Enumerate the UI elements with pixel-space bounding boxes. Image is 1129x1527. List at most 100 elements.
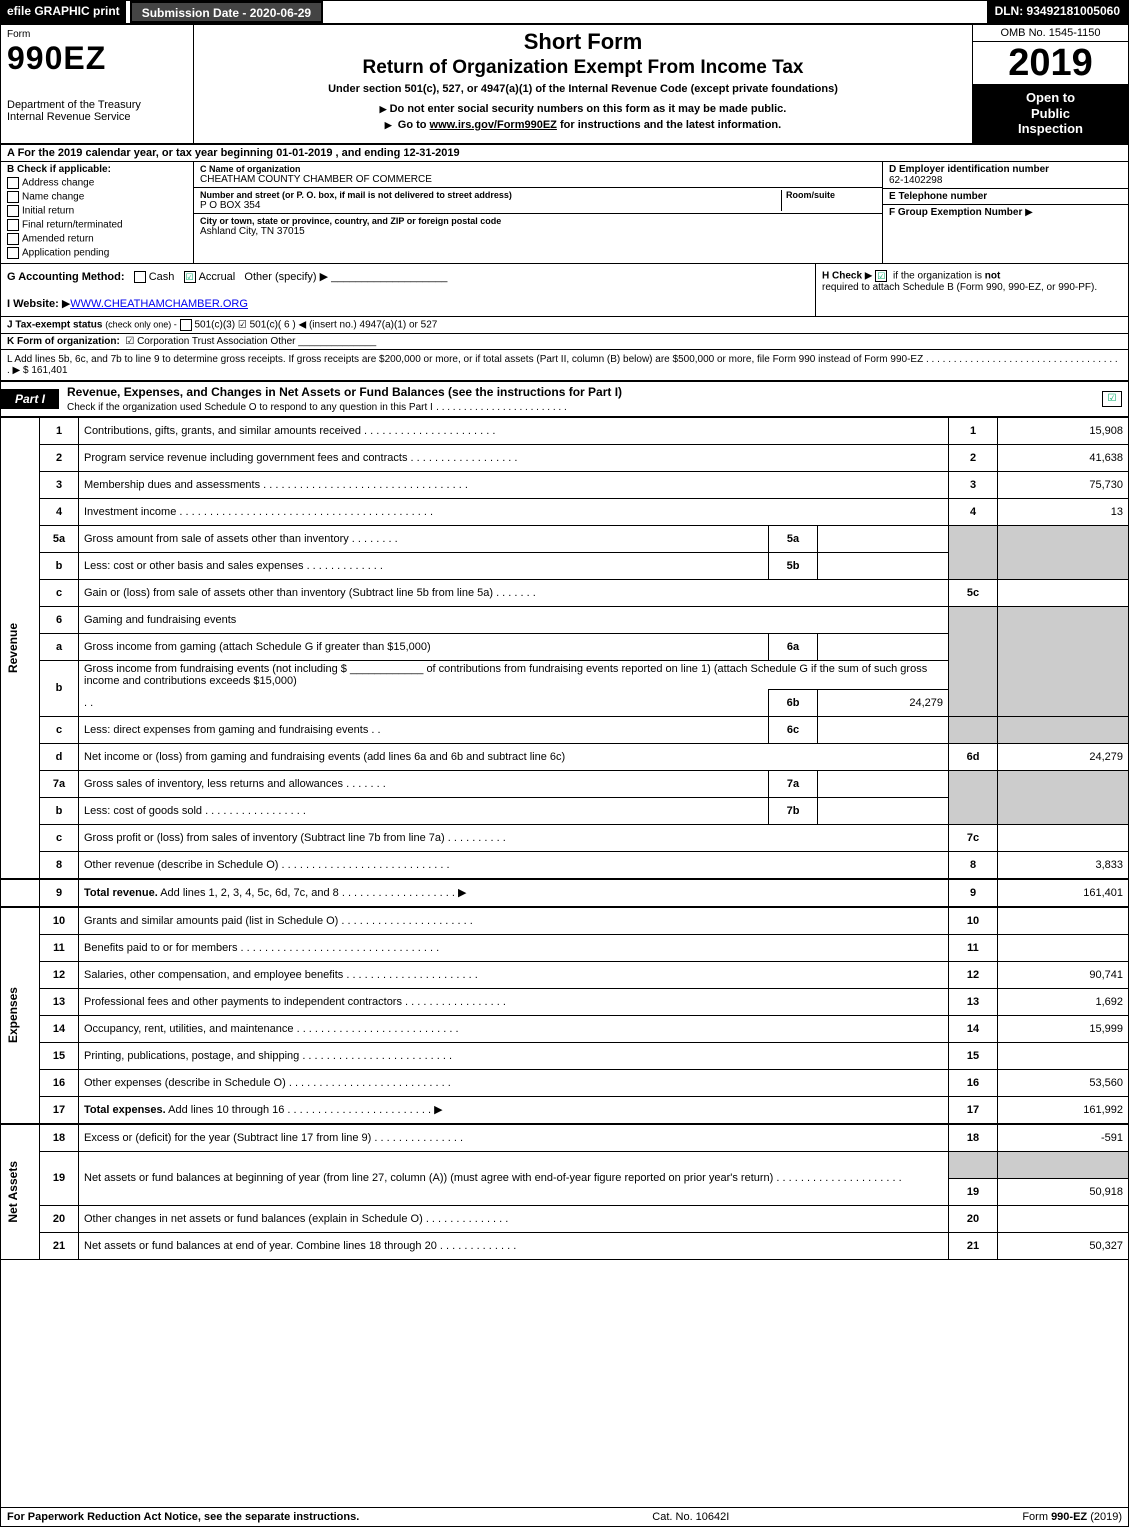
sub-num: 7a — [769, 770, 818, 797]
line-num: 9 — [40, 879, 79, 907]
final-return-checkbox[interactable]: Final return/terminated — [7, 219, 187, 231]
line-6a-subvalue — [818, 633, 949, 660]
lines-g-h-i: G Accounting Method: Cash ☑Accrual Other… — [1, 264, 1128, 317]
room-label: Room/suite — [786, 190, 876, 200]
ssn-note: Do not enter social security numbers on … — [202, 103, 964, 115]
line-num: 3 — [40, 471, 79, 498]
col-num: 6d — [949, 743, 998, 770]
box-b-heading: B Check if applicable: — [7, 164, 187, 175]
line-4-desc: Investment income . . . . . . . . . . . … — [79, 498, 949, 525]
line-7b-subvalue — [818, 797, 949, 824]
col-num: 12 — [949, 961, 998, 988]
form-number: 990EZ — [7, 40, 187, 77]
line-k: K Form of organization: ☑ Corporation Tr… — [1, 334, 1128, 350]
amended-return-checkbox[interactable]: Amended return — [7, 233, 187, 245]
line-num: 16 — [40, 1069, 79, 1096]
line-11-value — [998, 934, 1129, 961]
address-value: P O BOX 354 — [200, 200, 781, 211]
sub-num: 6c — [769, 716, 818, 743]
address-change-checkbox[interactable]: Address change — [7, 177, 187, 189]
line-l: L Add lines 5b, 6c, and 7b to line 9 to … — [1, 350, 1128, 382]
submission-date: Submission Date - 2020-06-29 — [130, 1, 323, 23]
revenue-side-label: Revenue — [6, 623, 20, 673]
col-num: 1 — [949, 417, 998, 444]
line-num: 11 — [40, 934, 79, 961]
city-label: City or town, state or province, country… — [200, 216, 876, 226]
line-num: 7a — [40, 770, 79, 797]
city-value: Ashland City, TN 37015 — [200, 226, 876, 237]
line-num: b — [40, 552, 79, 579]
sub-num: 5a — [769, 525, 818, 552]
line-15-value — [998, 1042, 1129, 1069]
top-bar: efile GRAPHIC print Submission Date - 20… — [1, 1, 1128, 25]
dln-label: DLN: 93492181005060 — [987, 1, 1128, 23]
form-reference: Form 990-EZ (2019) — [1022, 1511, 1122, 1523]
short-form-title: Short Form — [202, 29, 964, 55]
line-2-value: 41,638 — [998, 444, 1129, 471]
paperwork-notice: For Paperwork Reduction Act Notice, see … — [7, 1511, 359, 1523]
line-5c-value — [998, 579, 1129, 606]
line-4-value: 13 — [998, 498, 1129, 525]
form-page: efile GRAPHIC print Submission Date - 20… — [0, 0, 1129, 1527]
line-21-desc: Net assets or fund balances at end of ye… — [79, 1232, 949, 1259]
efile-label: efile GRAPHIC print — [1, 1, 126, 23]
line-20-desc: Other changes in net assets or fund bala… — [79, 1205, 949, 1232]
expenses-side-label: Expenses — [6, 987, 20, 1043]
form-header: Form 990EZ Department of the Treasury In… — [1, 25, 1128, 145]
main-title: Return of Organization Exempt From Incom… — [202, 57, 964, 79]
line-num: a — [40, 633, 79, 660]
col-num: 4 — [949, 498, 998, 525]
line-8-desc: Other revenue (describe in Schedule O) .… — [79, 851, 949, 879]
line-15-desc: Printing, publications, postage, and shi… — [79, 1042, 949, 1069]
line-18-value: -591 — [998, 1124, 1129, 1152]
sub-num: 5b — [769, 552, 818, 579]
sub-num: 6a — [769, 633, 818, 660]
part-1-title: Revenue, Expenses, and Changes in Net As… — [67, 385, 622, 399]
schedule-o-checkbox[interactable]: ☑ — [1102, 391, 1122, 407]
line-num: 19 — [40, 1151, 79, 1205]
sub-num: 7b — [769, 797, 818, 824]
line-6c-subvalue — [818, 716, 949, 743]
ein-value: 62-1402298 — [889, 175, 1122, 186]
line-9-value: 161,401 — [998, 879, 1129, 907]
line-10-value — [998, 907, 1129, 935]
open-inspection: Open to Public Inspection — [973, 84, 1128, 143]
line-g: G Accounting Method: Cash ☑Accrual Other… — [7, 270, 809, 283]
line-num: 14 — [40, 1015, 79, 1042]
line-7c-value — [998, 824, 1129, 851]
part-1-header: Part I Revenue, Expenses, and Changes in… — [1, 382, 1128, 417]
tax-year: 2019 — [973, 42, 1128, 84]
telephone-label: E Telephone number — [889, 191, 1122, 202]
org-name-label: C Name of organization — [200, 164, 876, 174]
col-num: 20 — [949, 1205, 998, 1232]
line-7c-desc: Gross profit or (loss) from sales of inv… — [79, 824, 949, 851]
net-assets-side-label: Net Assets — [6, 1161, 20, 1223]
col-num: 18 — [949, 1124, 998, 1152]
line-20-value — [998, 1205, 1129, 1232]
line-7a-desc: Gross sales of inventory, less returns a… — [79, 770, 769, 797]
col-num: 17 — [949, 1096, 998, 1124]
dept-treasury: Department of the Treasury — [7, 99, 187, 111]
org-name-value: CHEATHAM COUNTY CHAMBER OF COMMERCE — [200, 174, 876, 185]
col-num: 19 — [949, 1178, 998, 1205]
line-1-value: 15,908 — [998, 417, 1129, 444]
part-1-table: Revenue 1 Contributions, gifts, grants, … — [1, 417, 1128, 1260]
application-pending-checkbox[interactable]: Application pending — [7, 247, 187, 259]
line-num: 4 — [40, 498, 79, 525]
website-link[interactable]: WWW.CHEATHAMCHAMBER.ORG — [70, 298, 248, 310]
irs-link[interactable]: www.irs.gov/Form990EZ — [430, 119, 557, 131]
line-num: c — [40, 716, 79, 743]
line-num: 18 — [40, 1124, 79, 1152]
line-10-desc: Grants and similar amounts paid (list in… — [79, 907, 949, 935]
line-12-value: 90,741 — [998, 961, 1129, 988]
line-num: 6 — [40, 606, 79, 633]
form-word: Form — [7, 29, 187, 40]
initial-return-checkbox[interactable]: Initial return — [7, 205, 187, 217]
line-17-desc: Total expenses. Add lines 10 through 16 … — [79, 1096, 949, 1124]
line-5b-desc: Less: cost or other basis and sales expe… — [79, 552, 769, 579]
col-num: 15 — [949, 1042, 998, 1069]
name-change-checkbox[interactable]: Name change — [7, 191, 187, 203]
line-16-desc: Other expenses (describe in Schedule O) … — [79, 1069, 949, 1096]
line-5a-desc: Gross amount from sale of assets other t… — [79, 525, 769, 552]
line-1-desc: Contributions, gifts, grants, and simila… — [79, 417, 949, 444]
